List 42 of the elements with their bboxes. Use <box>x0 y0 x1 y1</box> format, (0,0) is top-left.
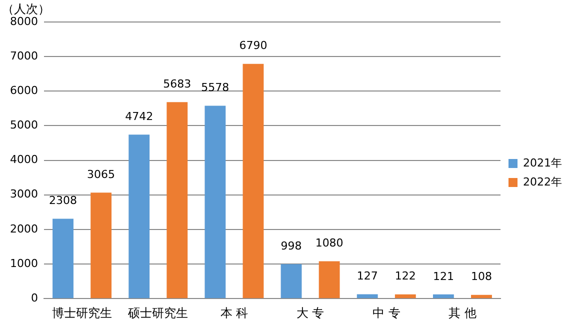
y-tick-label: 3000 <box>10 188 38 201</box>
x-tick-label: 中 专 <box>372 306 400 320</box>
data-label: 6790 <box>239 39 268 52</box>
x-tick-label: 本 科 <box>220 306 248 320</box>
data-label: 5683 <box>163 77 192 90</box>
data-label: 1080 <box>315 236 344 250</box>
data-label: 122 <box>394 270 416 283</box>
data-label: 2308 <box>49 194 78 208</box>
legend-label: 2022年 <box>523 175 562 188</box>
x-tick-label: 硕士研究生 <box>127 306 188 320</box>
data-label: 108 <box>470 270 492 284</box>
y-axis-title: （人次） <box>2 2 50 16</box>
y-tick-label: 1000 <box>10 256 38 270</box>
bar <box>394 294 416 298</box>
x-tick-label: 博士研究生 <box>52 306 112 320</box>
y-tick-label: 7000 <box>10 49 38 62</box>
bar <box>166 102 188 298</box>
bar <box>52 218 74 298</box>
bar <box>432 294 454 298</box>
y-tick-label: 5000 <box>10 118 38 132</box>
y-tick-label: 8000 <box>10 14 38 28</box>
x-tick-label: 其 他 <box>448 306 476 320</box>
bar <box>356 294 378 298</box>
bar <box>90 192 112 298</box>
data-label: 5578 <box>201 81 230 94</box>
legend-label: 2021年 <box>523 156 562 170</box>
bar <box>242 64 264 298</box>
x-tick-label: 大 专 <box>296 306 324 320</box>
bar <box>280 264 302 298</box>
data-label: 3065 <box>87 168 116 181</box>
bar <box>471 294 492 298</box>
y-tick-label: 2000 <box>10 222 38 236</box>
data-label: 121 <box>432 270 454 283</box>
y-tick-label: 0 <box>30 291 38 304</box>
data-label: 998 <box>280 239 302 252</box>
y-tick-label: 4000 <box>10 153 38 166</box>
bar <box>318 261 340 298</box>
data-label: 4742 <box>125 110 154 124</box>
bar <box>204 106 226 298</box>
data-label: 127 <box>356 270 378 283</box>
bar <box>128 134 150 298</box>
y-tick-label: 6000 <box>10 84 38 98</box>
